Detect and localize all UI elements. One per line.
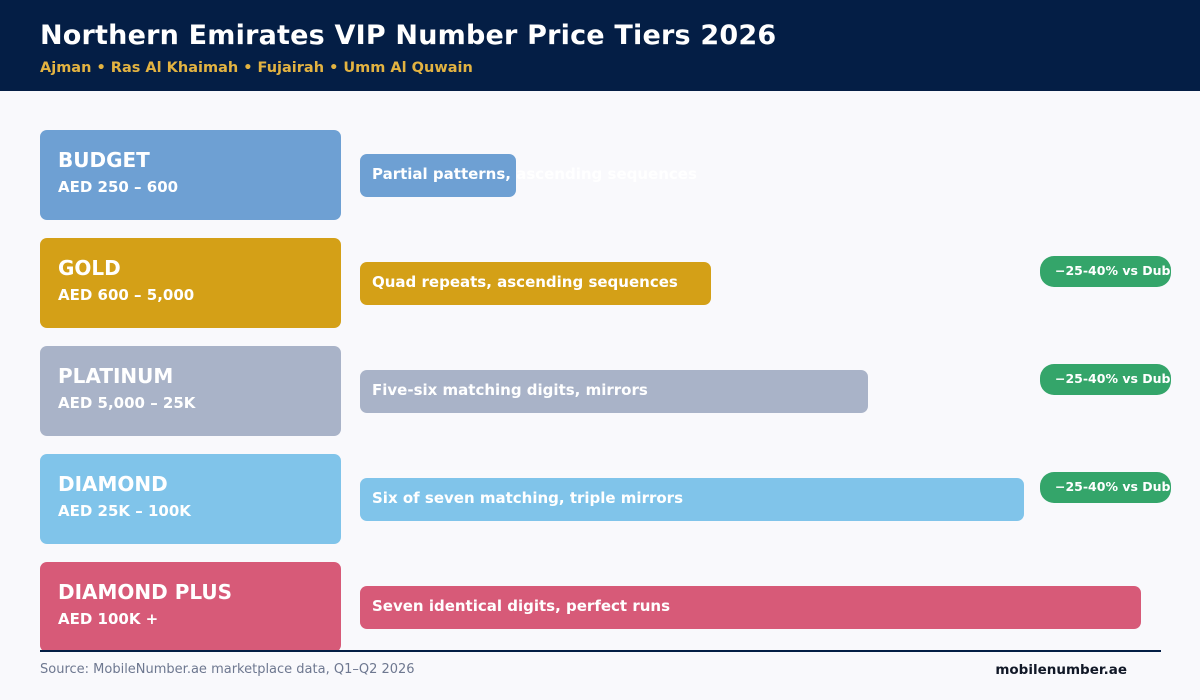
chart-subtitle: Ajman • Ras Al Khaimah • Fujairah • Umm … [40, 60, 473, 76]
source-note: Source: MobileNumber.ae marketplace data… [40, 662, 415, 677]
header-banner: Northern Emirates VIP Number Price Tiers… [0, 0, 1200, 91]
tier-name: DIAMOND PLUS [58, 580, 233, 604]
discount-badge: −25-40% vs Dubai [1040, 472, 1171, 503]
tier-price-range: AED 250 – 600 [58, 178, 179, 196]
tier-card: DIAMOND PLUS AED 100K + [40, 562, 341, 652]
discount-badge-text: −25-40% vs Dubai [1055, 479, 1171, 494]
brand-label: mobilenumber.ae [995, 662, 1127, 678]
tier-name: BUDGET [58, 148, 150, 172]
tier-bar-label: Six of seven matching, triple mirrors [372, 489, 684, 507]
tier-bar: Five-six matching digits, mirrors [360, 370, 868, 413]
tier-bar: Seven identical digits, perfect runs [360, 586, 1141, 629]
chart-title: Northern Emirates VIP Number Price Tiers… [40, 20, 777, 51]
tier-price-range: AED 5,000 – 25K [58, 394, 196, 412]
tier-name: PLATINUM [58, 364, 174, 388]
tier-price-range: AED 600 – 5,000 [58, 286, 195, 304]
tier-name: GOLD [58, 256, 121, 280]
tier-card: GOLD AED 600 – 5,000 [40, 238, 341, 328]
tier-card: PLATINUM AED 5,000 – 25K [40, 346, 341, 436]
tier-price-range: AED 100K + [58, 610, 159, 628]
tier-bar: Partial patterns, ascending sequences [360, 154, 697, 197]
tier-price-range: AED 25K – 100K [58, 502, 191, 520]
tier-card: BUDGET AED 250 – 600 [40, 130, 341, 220]
discount-badge: −25-40% vs Dubai [1040, 256, 1171, 287]
tier-name: DIAMOND [58, 472, 168, 496]
footer-divider [40, 650, 1161, 652]
tier-bar-label: Seven identical digits, perfect runs [372, 597, 671, 615]
tier-bar-label: Five-six matching digits, mirrors [372, 381, 648, 399]
tier-bar-label: Partial patterns, ascending sequences [372, 165, 697, 183]
discount-badge: −25-40% vs Dubai [1040, 364, 1171, 395]
tier-bar-label: Quad repeats, ascending sequences [372, 273, 678, 291]
tier-card: DIAMOND AED 25K – 100K [40, 454, 341, 544]
tier-bar: Quad repeats, ascending sequences [360, 262, 711, 305]
tier-bar: Six of seven matching, triple mirrors [360, 478, 1024, 521]
discount-badge-text: −25-40% vs Dubai [1055, 263, 1171, 278]
discount-badge-text: −25-40% vs Dubai [1055, 371, 1171, 386]
